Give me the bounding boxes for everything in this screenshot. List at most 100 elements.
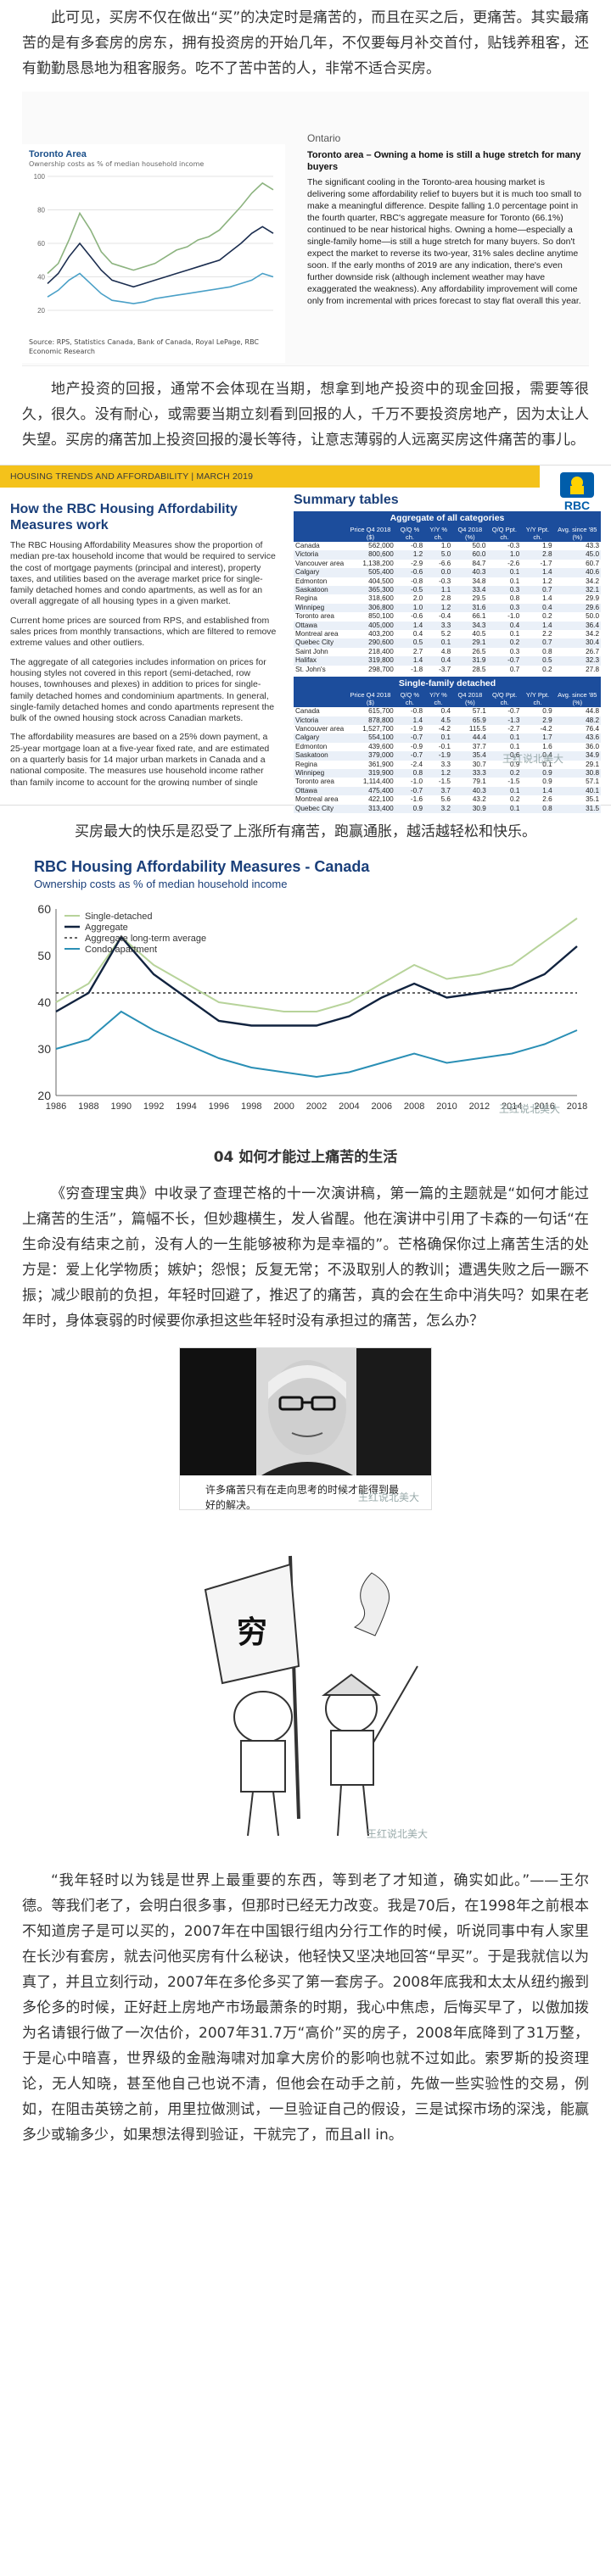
rbc-report-page: HOUSING TRENDS AND AFFORDABILITY | MARCH… xyxy=(0,465,611,806)
table-cell: 1.2 xyxy=(424,604,452,612)
table-region-cell: Winnipeg xyxy=(294,769,345,778)
table-cell: 0.2 xyxy=(487,638,521,647)
table-cell: 48.2 xyxy=(554,716,601,725)
column-header: Y/Y % ch. xyxy=(424,525,452,542)
table-cell: 1,138,200 xyxy=(345,560,395,568)
table-cell: 2.8 xyxy=(424,594,452,603)
table-cell: 29.5 xyxy=(452,594,487,603)
table-cell: 800,600 xyxy=(345,550,395,559)
table-cell: 31.5 xyxy=(554,805,601,813)
table-row: Quebec City 313,400 0.9 3.2 30.9 0.1 0.8 31.5 xyxy=(294,805,601,813)
y-tick-label: 100 xyxy=(34,173,46,181)
table-cell: 29.1 xyxy=(452,638,487,647)
column-header: Q/Q % ch. xyxy=(395,525,424,542)
table-cell: 5.6 xyxy=(424,795,452,804)
table-cell: 0.1 xyxy=(488,743,522,751)
paragraph-4: “我年轻时以为钱是世界上最重要的东西，等到老了才知道，确实如此。”——王尔德。等… xyxy=(0,1868,611,2148)
table-cell: 43.6 xyxy=(554,733,601,742)
table-cell: 26.5 xyxy=(452,648,487,656)
table-cell: 1.4 xyxy=(395,656,424,665)
table-cell: 31.6 xyxy=(452,604,487,612)
table-cell: 404,500 xyxy=(345,577,395,586)
y-tick-label: 60 xyxy=(37,240,45,248)
table-cell: 50.0 xyxy=(452,542,487,550)
table-cell: 0.9 xyxy=(395,805,424,813)
table-cell: 4.8 xyxy=(424,648,452,656)
table-region-cell: Ottawa xyxy=(294,787,345,795)
table-cell: 36.0 xyxy=(554,743,601,751)
table-cell: 1.0 xyxy=(424,542,452,550)
column-header: Q4 2018 (%) xyxy=(452,525,487,542)
table-cell: 0.1 xyxy=(424,733,452,742)
table-cell: 36.4 xyxy=(554,622,601,630)
table-cell: 2.8 xyxy=(521,550,553,559)
table-cell: 26.7 xyxy=(554,648,601,656)
legend-label: Aggregate xyxy=(85,923,128,933)
column-header xyxy=(294,525,345,542)
y-tick-label: 40 xyxy=(37,274,45,282)
table-region-cell: Vancouver area xyxy=(294,725,345,733)
series-line-0 xyxy=(56,918,577,1012)
table-cell: 0.7 xyxy=(487,666,521,674)
table-cell: 0.0 xyxy=(424,568,452,577)
toronto-chart-source: Source: RPS, Statistics Canada, Bank of … xyxy=(29,337,285,356)
y-tick-label: 40 xyxy=(37,995,51,1009)
table-region-cell: Winnipeg xyxy=(294,604,345,612)
x-tick-label: 2008 xyxy=(404,1101,424,1112)
table-region-cell: Canada xyxy=(294,707,345,716)
table-cell: 34.2 xyxy=(554,630,601,638)
table-row: Halifax 319,800 1.4 0.4 31.9 -0.7 0.5 32.3 xyxy=(294,656,601,665)
table-cell: 290,600 xyxy=(345,638,395,647)
x-tick-label: 1992 xyxy=(143,1101,164,1112)
table-cell: 1.9 xyxy=(521,542,553,550)
table-cell: 0.8 xyxy=(487,594,521,603)
table-cell: 313,400 xyxy=(345,805,395,813)
table-cell: 554,100 xyxy=(345,733,395,742)
series-line-2 xyxy=(56,1012,577,1077)
table-cell: -1.0 xyxy=(395,778,424,786)
table-cell: 379,000 xyxy=(345,751,395,760)
column-header: Y/Y % ch. xyxy=(424,690,452,707)
table-cell: 2.0 xyxy=(395,594,424,603)
table-cell: 45.0 xyxy=(554,550,601,559)
table-cell: -0.8 xyxy=(395,707,424,716)
table-cell: 5.2 xyxy=(424,630,452,638)
canada-chart-block: RBC Housing Affordability Measures - Can… xyxy=(0,858,611,1123)
munger-photo: 许多痛苦只有在走向思考的时候才能得到最好的解决。 王红说北美大 xyxy=(179,1347,432,1510)
table-cell: 0.4 xyxy=(487,622,521,630)
x-tick-label: 2004 xyxy=(339,1101,359,1112)
table-cell: 1.4 xyxy=(521,787,553,795)
table-cell: -0.7 xyxy=(488,707,522,716)
table-cell: 1.4 xyxy=(521,594,553,603)
table-cell: 0.4 xyxy=(521,604,553,612)
table-cell: 34.2 xyxy=(554,577,601,586)
toronto-heading: Toronto area – Owning a home is still a … xyxy=(307,149,584,173)
table-cell: 3.2 xyxy=(424,805,452,813)
table-region-cell: Saskatoon xyxy=(294,586,345,594)
table-region-cell: Vancouver area xyxy=(294,560,345,568)
table-cell: 40.3 xyxy=(452,568,487,577)
table-region-cell: Toronto area xyxy=(294,612,345,621)
table-region-cell: Edmonton xyxy=(294,577,345,586)
table-cell: 0.4 xyxy=(424,656,452,665)
table-cell: 43.2 xyxy=(452,795,488,804)
table-region-cell: Edmonton xyxy=(294,743,345,751)
table-detached-title: Single-family detached xyxy=(294,677,601,690)
table-row: Edmonton 439,600 -0.9 -0.1 37.7 0.1 1.6 36.0 xyxy=(294,743,601,751)
table-cell: 44.4 xyxy=(452,733,488,742)
toronto-chart-panel: Toronto Area Ownership costs as % of med… xyxy=(22,144,285,363)
y-tick-label: 80 xyxy=(37,207,45,215)
table-cell: 0.1 xyxy=(488,805,522,813)
column-header: Q/Q Ppt. ch. xyxy=(487,525,521,542)
table-row: Toronto area 1,114,400 -1.0 -1.5 79.1 -1.5 0.9… xyxy=(294,778,601,786)
table-cell: 35.4 xyxy=(452,751,488,760)
x-tick-label: 1998 xyxy=(241,1101,261,1112)
summary-tables-title: Summary tables xyxy=(294,493,601,508)
caption-1: 买房最大的快乐是忍受了上涨所有痛苦，跑赢通胀，越活越轻松和快乐。 xyxy=(0,819,611,845)
table-cell: -3.7 xyxy=(424,666,452,674)
table-cell: 1.2 xyxy=(395,550,424,559)
methodology-title: How the RBC Housing Affordability Measur… xyxy=(10,501,280,533)
y-tick-label: 20 xyxy=(37,1089,51,1102)
table-cell: 0.1 xyxy=(488,787,522,795)
table-row: Victoria 800,600 1.2 5.0 60.0 1.0 2.8 45.0 xyxy=(294,550,601,559)
